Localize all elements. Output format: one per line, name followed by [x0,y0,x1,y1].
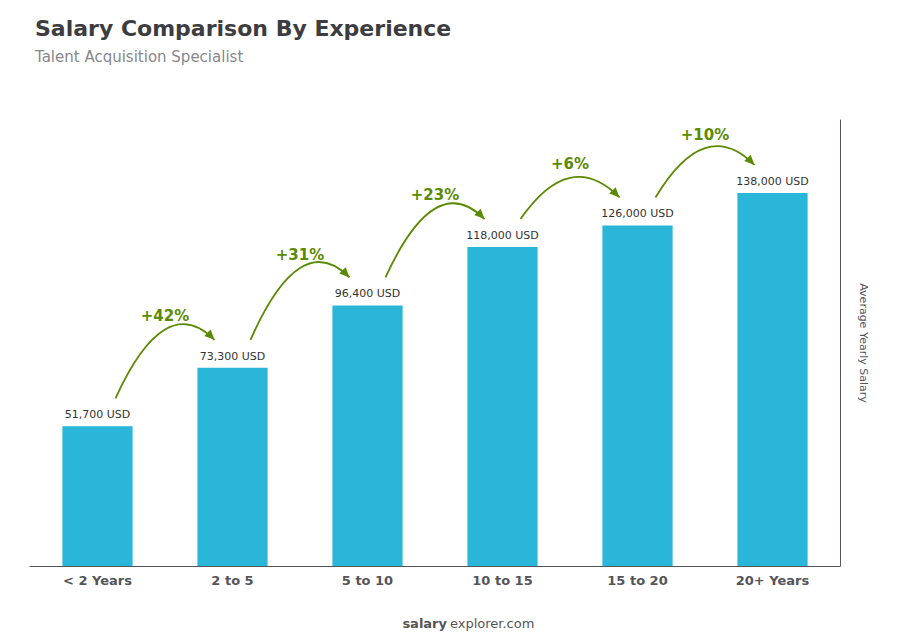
svg-text:Talent Acquisition Specialist: Talent Acquisition Specialist [34,48,243,66]
svg-text:Average Yearly Salary: Average Yearly Salary [857,283,870,403]
svg-text:138,000 USD: 138,000 USD [736,175,809,188]
svg-text:+10%: +10% [681,126,729,144]
svg-text:Salary Comparison By Experienc: Salary Comparison By Experience [35,16,451,41]
svg-text:< 2 Years: < 2 Years [63,573,132,588]
svg-text:explorer.com: explorer.com [450,616,534,631]
svg-text:20+ Years: 20+ Years [736,573,810,588]
svg-text:+31%: +31% [276,246,324,264]
svg-text:+42%: +42% [141,307,189,325]
svg-text:96,400 USD: 96,400 USD [335,287,401,300]
svg-text:salary: salary [402,616,447,631]
svg-text:5 to 10: 5 to 10 [342,573,393,588]
svg-text:+6%: +6% [551,155,589,173]
svg-text:126,000 USD: 126,000 USD [601,207,674,220]
svg-text:73,300 USD: 73,300 USD [200,350,266,363]
svg-text:2 to 5: 2 to 5 [211,573,253,588]
svg-text:51,700 USD: 51,700 USD [65,408,131,421]
svg-text:+23%: +23% [411,186,459,204]
svg-text:15 to 20: 15 to 20 [607,573,667,588]
svg-text:118,000 USD: 118,000 USD [466,229,539,242]
svg-text:10 to 15: 10 to 15 [472,573,532,588]
